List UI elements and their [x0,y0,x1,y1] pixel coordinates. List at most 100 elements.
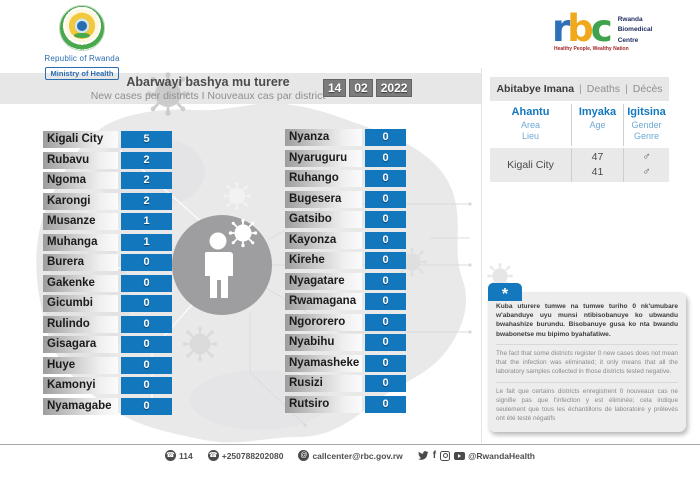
district-row: Karongi 2 [43,192,172,210]
district-case-count: 0 [365,170,406,187]
district-row: Rulindo 0 [43,315,172,333]
district-name: Nyanza [285,129,362,146]
district-name: Rwamagana [285,293,362,310]
district-row: Kamonyi 0 [43,377,172,394]
district-row: Bugesera 0 [285,190,406,208]
rbc-tagline: Healthy People, Wealthy Nation [554,46,629,53]
district-name: Karongi [43,192,118,210]
rbc-letters-icon: rbc [552,7,613,50]
hotline-item[interactable]: ☎ 114 [165,450,193,461]
district-case-count: 0 [121,336,172,353]
district-name: Burera [43,254,118,271]
instagram-icon[interactable] [440,450,451,461]
district-name: Nyamasheke [285,354,362,372]
panel-divider [481,68,482,443]
district-name: Ruhango [285,170,362,187]
district-case-count: 0 [365,375,406,392]
district-list-right: Nyanza 0 Nyaruguru 0 Ruhango 0 Bugesera … [285,129,406,413]
district-row: Muhanga 1 [43,233,172,251]
district-case-count: 2 [121,172,172,189]
district-case-count: 0 [365,149,406,167]
district-row: Ngoma 2 [43,172,172,189]
email-item[interactable]: @ callcenter@rbc.gov.rw [298,450,403,461]
footer-divider [0,444,700,445]
district-row: Gicumbi 0 [43,295,172,312]
district-row: Ruhango 0 [285,170,406,187]
note-kinyarwanda: Kuba uturere tumwe na tumwe turiho 0 nk'… [496,303,678,338]
deaths-row-ages: 47 41 [571,148,623,183]
district-name: Rubavu [43,151,118,169]
government-logo: Republic of Rwanda Ministry of Health [30,5,134,81]
district-row: Huye 0 [43,356,172,374]
district-case-count: 0 [365,231,406,249]
district-case-count: 0 [121,377,172,394]
district-name: Muhanga [43,233,118,251]
district-name: Nyamagabe [43,397,118,415]
district-row: Burera 0 [43,254,172,271]
twitter-icon[interactable] [417,451,429,460]
district-case-count: 0 [121,315,172,333]
district-name: Ngoma [43,172,118,189]
district-name: Nyagatare [285,272,362,290]
district-row: Nyagatare 0 [285,272,406,290]
district-case-count: 0 [365,272,406,290]
email-icon: @ [298,450,310,461]
district-row: Nyamasheke 0 [285,354,406,372]
report-date: 14 02 2022 [323,79,413,97]
district-case-count: 0 [121,295,172,312]
district-name: Gisagara [43,336,118,353]
note-divider [496,381,678,383]
footer-contact-bar: ☎ 114 ☎ +250788202080 @ callcenter@rbc.g… [0,450,700,461]
district-case-count: 2 [121,151,172,169]
person-in-circle-icon [172,215,272,315]
zero-cases-note: * Kuba uturere tumwe na tumwe turiho 0 n… [488,283,686,432]
district-row: Nyamagabe 0 [43,397,172,415]
social-item: f @RwandaHealth [417,449,535,461]
district-case-count: 2 [121,192,172,210]
note-english: The fact that some districts register 0 … [496,349,678,375]
district-case-count: 0 [365,334,406,351]
deaths-header: Abitabye Imana | Deaths | Décès [490,77,669,101]
district-case-count: 1 [121,233,172,251]
facebook-icon[interactable]: f [432,449,437,461]
district-row: Musanze 1 [43,213,172,230]
phone-icon: ☎ [207,450,219,461]
district-row: Gisagara 0 [43,336,172,353]
deaths-row-genders: ♂ ♂ [623,148,669,183]
district-case-count: 0 [365,190,406,208]
date-day: 14 [323,79,347,97]
district-row: Gatsibo 0 [285,211,406,228]
district-name: Kayonza [285,231,362,249]
district-name: Huye [43,356,118,374]
district-case-count: 0 [365,252,406,269]
rbc-name: Rwanda Biomedical Centre [617,16,653,44]
district-case-count: 0 [365,293,406,310]
date-month: 02 [349,79,373,97]
district-name: Musanze [43,213,118,230]
district-name: Gatsibo [285,211,362,228]
asterisk-icon: * [488,283,522,303]
male-symbol: ♂ [642,166,651,179]
district-row: Nyanza 0 [285,129,406,146]
district-case-count: 0 [365,354,406,372]
district-row: Nyabihu 0 [285,334,406,351]
phone-icon: ☎ [165,450,177,461]
district-case-count: 0 [365,211,406,228]
district-row: Rusizi 0 [285,375,406,392]
district-case-count: 0 [121,254,172,271]
gov-ministry-label: Ministry of Health [44,67,120,80]
social-handle[interactable]: @RwandaHealth [468,450,535,461]
phone-item[interactable]: ☎ +250788202080 [207,450,284,461]
page-title: Abarwayi bashya mu turere [126,75,290,89]
deaths-table: Ahantu Area Lieu Imyaka Age Igitsina Gen… [490,104,669,183]
youtube-icon[interactable] [454,451,466,460]
district-row: Nyaruguru 0 [285,149,406,167]
district-name: Nyaruguru [285,149,362,167]
district-name: Kirehe [285,252,362,269]
district-name: Kigali City [43,131,118,148]
district-name: Gicumbi [43,295,118,312]
district-name: Rutsiro [285,395,362,413]
district-name: Bugesera [285,190,362,208]
district-row: Kayonza 0 [285,231,406,249]
deaths-col-gender: Igitsina Gender Genre [623,104,669,147]
